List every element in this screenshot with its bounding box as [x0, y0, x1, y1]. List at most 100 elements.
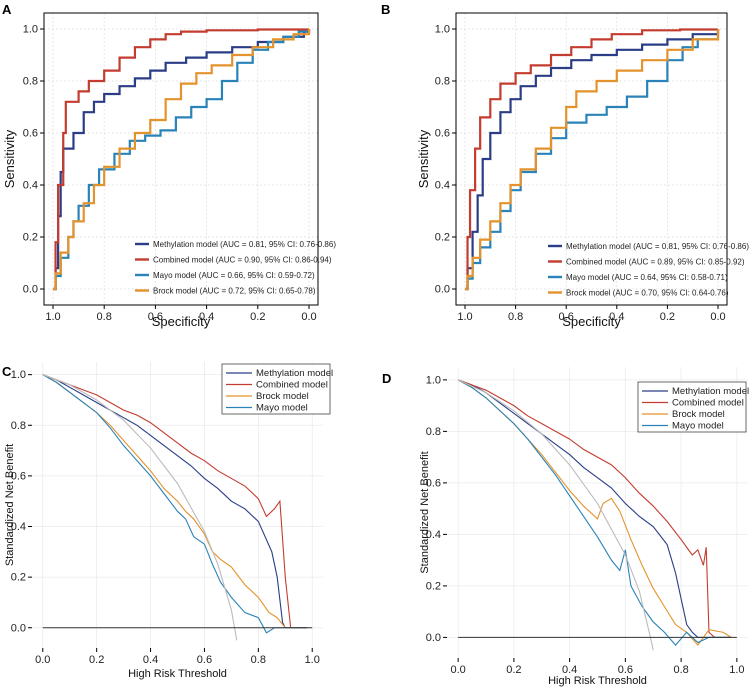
legend-label: Methylation model (AUC = 0.81, 95% CI: 0… [566, 242, 749, 251]
x-tick-label: 0.8 [508, 311, 523, 323]
y-tick-label: 0.6 [426, 477, 441, 489]
legend-label: Methylation model (AUC = 0.81, 95% CI: 0… [153, 240, 336, 249]
y-tick-label: 0.6 [23, 128, 38, 140]
legend-label: Mayo model (AUC = 0.66, 95% CI: 0.59-0.7… [153, 271, 315, 280]
y-axis-title: Standardized Net Benefit [4, 444, 16, 566]
y-tick-label: 0.2 [426, 580, 441, 592]
x-tick-label: 0.0 [301, 311, 316, 323]
y-tick-label: 0.0 [435, 284, 450, 296]
legend-label: Mayo model (AUC = 0.64, 95% CI: 0.58-0.7… [566, 273, 728, 282]
legend-label: Brock model (AUC = 0.72, 95% CI: 0.65-0.… [153, 287, 316, 296]
legend-label: Combined model (AUC = 0.90, 95% CI: 0.86… [153, 256, 332, 265]
series-line-treat-all [42, 374, 238, 641]
y-tick-label: 1.0 [23, 24, 38, 36]
x-tick-label: 1.0 [457, 311, 472, 323]
legend-label: Brock model (AUC = 0.70, 95% CI: 0.64-0.… [566, 289, 729, 298]
x-tick-label: 0.2 [506, 664, 521, 676]
y-tick-label: 0.4 [11, 521, 26, 533]
x-tick-label: 0.0 [450, 664, 465, 676]
legend-label: Combined model [672, 398, 744, 409]
y-tick-label: 0.8 [23, 76, 38, 88]
y-tick-label: 0.6 [435, 128, 450, 140]
legend-label: Brock model [672, 409, 725, 420]
x-tick-label: 0.8 [251, 654, 266, 666]
series-line-combined-model [457, 379, 732, 638]
series-line-methylation-model [465, 29, 720, 291]
y-axis-title: Standardized Net Benefit [419, 451, 431, 573]
y-tick-label: 0.0 [11, 622, 26, 634]
series-line-methylation-model [42, 374, 307, 629]
y-tick-label: 0.2 [23, 232, 38, 244]
x-tick-label: 0.4 [609, 311, 624, 323]
series-line-mayo-model [53, 29, 311, 291]
legend-box [221, 363, 331, 415]
series-line-combined-model [53, 28, 311, 291]
legend-label: Combined model (AUC = 0.89, 95% CI: 0.85… [566, 258, 745, 267]
legend-label: Combined model [256, 380, 328, 391]
panel-label: D [382, 371, 391, 386]
y-tick-label: 0.6 [11, 470, 26, 482]
y-tick-label: 0.8 [426, 426, 441, 438]
series-line-methylation-model [457, 379, 732, 638]
y-tick-label: 1.0 [11, 369, 26, 381]
panel-label: B [381, 2, 390, 17]
series-line-mayo-model [457, 379, 732, 646]
legend: Methylation model (AUC = 0.81, 95% CI: 0… [548, 242, 749, 298]
series-line-mayo-model [42, 374, 307, 634]
x-tick-label: 0.2 [250, 311, 265, 323]
panel-c: C 0.0 0.2 0.4 0.6 0.8 1.0 0.0 0.2 0.4 0.6 0.8 1.0 Hig… [2, 362, 333, 680]
series-line-treat-all [457, 379, 654, 651]
legend: Methylation model (AUC = 0.81, 95% CI: 0… [135, 240, 336, 296]
y-tick-label: 0.2 [435, 232, 450, 244]
x-tick-label: 0.4 [562, 664, 577, 676]
panel-b: B 1.0 0.8 0.6 0.4 0.2 0.0 0.0 0.2 0.4 0.6 0.8 1.0 Spe… [381, 2, 749, 329]
y-tick-label: 0.4 [435, 180, 450, 192]
x-tick-label: 1.0 [45, 311, 60, 323]
y-tick-label: 0.0 [23, 284, 38, 296]
y-tick-label: 1.0 [426, 374, 441, 386]
y-tick-label: 0.2 [11, 572, 26, 584]
y-tick-label: 1.0 [435, 24, 450, 36]
x-tick-label: 0.6 [148, 311, 163, 323]
legend-label: Methylation model [672, 386, 749, 397]
x-tick-label: 0.4 [143, 654, 158, 666]
x-tick-label: 0.6 [618, 664, 633, 676]
y-tick-label: 0.4 [23, 180, 38, 192]
series-line-brock-model [465, 29, 720, 291]
series-line-brock-model [53, 29, 311, 291]
legend-label: Mayo model [256, 403, 308, 414]
x-axis-title: High Risk Threshold [128, 668, 227, 680]
series-line-combined-model [42, 374, 307, 629]
y-tick-label: 0.0 [426, 632, 441, 644]
legend-label: Mayo model [672, 421, 724, 432]
x-axis-title: Specificity [562, 314, 621, 329]
series-line-combined-model [465, 28, 720, 291]
y-axis-title: Sensitivity [2, 129, 17, 188]
y-tick-label: 0.8 [435, 76, 450, 88]
plot-frame [43, 12, 319, 306]
x-tick-label: 0.6 [559, 311, 574, 323]
panel-a: A 1.0 0.8 0.6 0.4 0.2 0.0 0.0 0.2 0.4 0.6 0.8 1.0 Spe… [2, 2, 336, 329]
x-tick-label: 1.0 [305, 654, 320, 666]
panel-label: C [2, 364, 12, 379]
x-tick-label: 0.0 [710, 311, 725, 323]
panel-d: D 0.0 0.2 0.4 0.6 0.8 1.0 0.0 0.2 0.4 0.6 0.8 1.0 Hig… [382, 367, 749, 687]
x-axis-title: Specificity [152, 314, 211, 329]
legend-box [637, 381, 747, 433]
legend-label: Brock model [256, 391, 309, 402]
x-tick-label: 0.4 [199, 311, 214, 323]
series-line-methylation-model [53, 29, 311, 291]
x-tick-label: 0.8 [97, 311, 112, 323]
x-tick-label: 0.6 [197, 654, 212, 666]
y-axis-title: Sensitivity [416, 129, 431, 188]
plot-frame [455, 12, 728, 306]
y-tick-label: 0.4 [426, 529, 441, 541]
x-tick-label: 0.2 [660, 311, 675, 323]
y-tick-label: 0.8 [11, 420, 26, 432]
x-tick-label: 0.2 [89, 654, 104, 666]
x-tick-label: 1.0 [729, 664, 744, 676]
panel-label: A [2, 2, 12, 17]
